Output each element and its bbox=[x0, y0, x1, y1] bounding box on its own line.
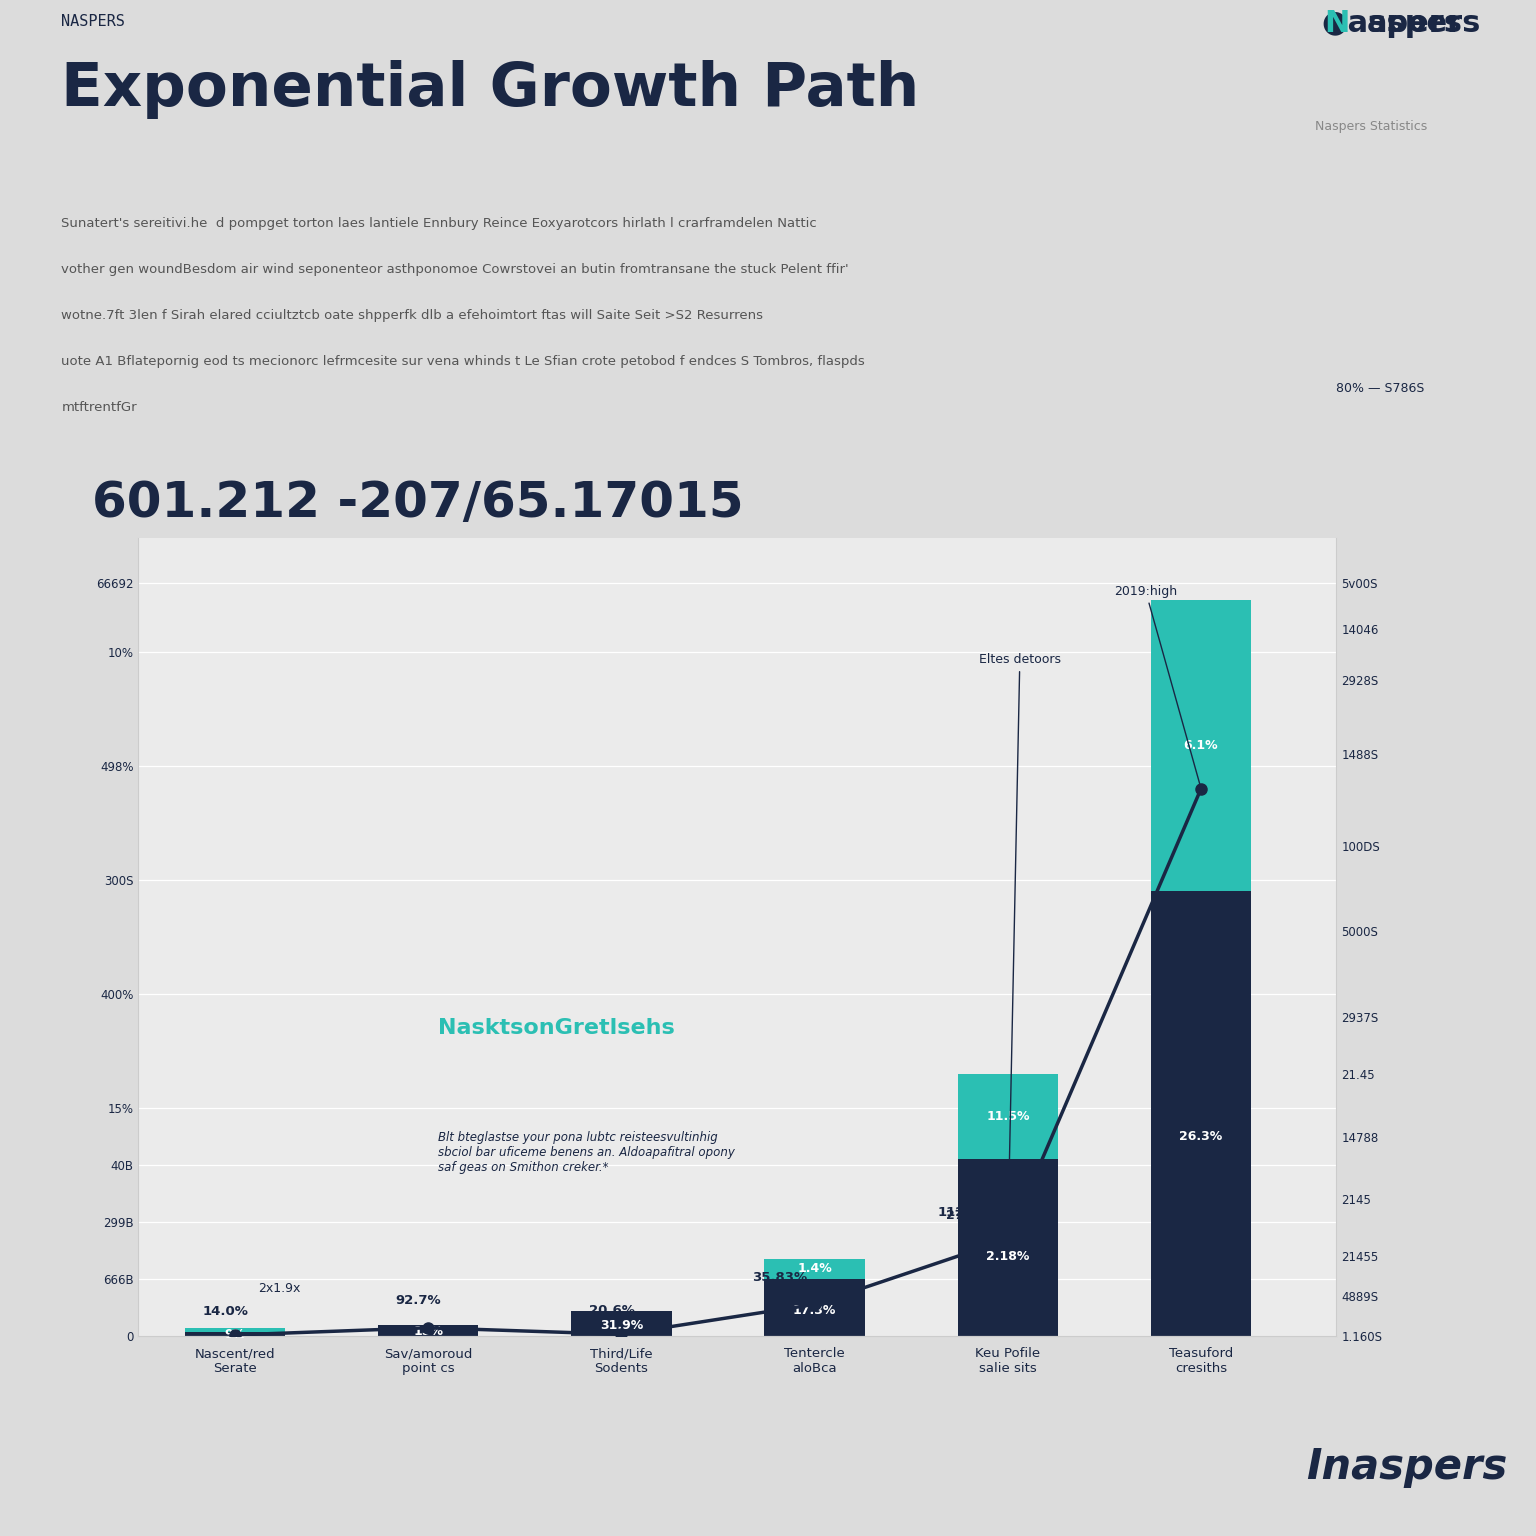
Text: 6.1%: 6.1% bbox=[1184, 739, 1218, 753]
Text: NASPERS: NASPERS bbox=[61, 14, 126, 29]
Text: vother gen woundBesdom air wind seponenteor asthponomoe Cowrstovei an butin from: vother gen woundBesdom air wind seponent… bbox=[61, 263, 849, 275]
Bar bbox=[571, 1312, 671, 1336]
Text: Inaspers: Inaspers bbox=[1306, 1445, 1507, 1488]
Text: 14.0%: 14.0% bbox=[203, 1306, 249, 1318]
Bar bbox=[765, 1279, 865, 1336]
Text: NasktsonGretlsehs: NasktsonGretlsehs bbox=[438, 1018, 674, 1038]
Text: Eltes detoors: Eltes detoors bbox=[978, 653, 1061, 1236]
Bar bbox=[765, 1258, 865, 1279]
Bar bbox=[1150, 891, 1252, 1336]
Bar bbox=[184, 1329, 286, 1332]
Text: 80% — S786S: 80% — S786S bbox=[1336, 382, 1425, 395]
Text: 2.18%: 2.18% bbox=[986, 1250, 1029, 1263]
Bar bbox=[957, 1074, 1058, 1160]
Bar bbox=[378, 1326, 478, 1336]
Text: 26.3%: 26.3% bbox=[1180, 1129, 1223, 1143]
Text: 1.4%: 1.4% bbox=[797, 1263, 833, 1275]
Text: uote A1 Bflatepornig eod ts mecionorc lefrmcesite sur vena whinds t Le Sfian cro: uote A1 Bflatepornig eod ts mecionorc le… bbox=[61, 355, 865, 367]
Text: wotne.7ft 3len f Sirah elared cciultztcb oate shpperfk dlb a efehoimtort ftas wi: wotne.7ft 3len f Sirah elared cciultztcb… bbox=[61, 309, 763, 321]
Text: 2x1.9x: 2x1.9x bbox=[258, 1281, 301, 1295]
Text: 15%: 15% bbox=[413, 1324, 442, 1338]
Text: aspers: aspers bbox=[1367, 9, 1481, 38]
Text: Blt bteglastse your pona lubtc reisteesvultinhig
sbciol bar uficeme benens an. A: Blt bteglastse your pona lubtc reisteesv… bbox=[438, 1130, 734, 1174]
Text: Exponential Growth Path: Exponential Growth Path bbox=[61, 60, 920, 118]
Text: Sunatert's sereitivi.he  d pompget torton laes lantiele Ennbury Reince Eoxyarotc: Sunatert's sereitivi.he d pompget torton… bbox=[61, 217, 817, 229]
Bar bbox=[1150, 601, 1252, 891]
Text: 27.15%: 27.15% bbox=[946, 1209, 998, 1221]
Text: 31.9%: 31.9% bbox=[599, 1318, 644, 1332]
Text: 20.6%: 20.6% bbox=[588, 1304, 634, 1318]
Text: 17.3%: 17.3% bbox=[793, 1304, 836, 1318]
Text: 35.83%: 35.83% bbox=[753, 1270, 808, 1284]
Text: Naspers Statistics: Naspers Statistics bbox=[1315, 120, 1427, 132]
Text: N: N bbox=[1324, 9, 1350, 38]
Text: ●aspers: ●aspers bbox=[1321, 9, 1462, 38]
Bar bbox=[184, 1332, 286, 1336]
Text: 112.9%: 112.9% bbox=[938, 1206, 992, 1218]
Text: 2019:high: 2019:high bbox=[1114, 585, 1200, 786]
Text: 11.5%: 11.5% bbox=[986, 1111, 1029, 1123]
Text: mtftrentfGr: mtftrentfGr bbox=[61, 401, 137, 413]
Bar bbox=[957, 1160, 1058, 1336]
Text: 9%: 9% bbox=[224, 1329, 246, 1341]
Text: 601.212 -207/65.17015: 601.212 -207/65.17015 bbox=[92, 479, 743, 527]
Text: 92.7%: 92.7% bbox=[396, 1295, 441, 1307]
